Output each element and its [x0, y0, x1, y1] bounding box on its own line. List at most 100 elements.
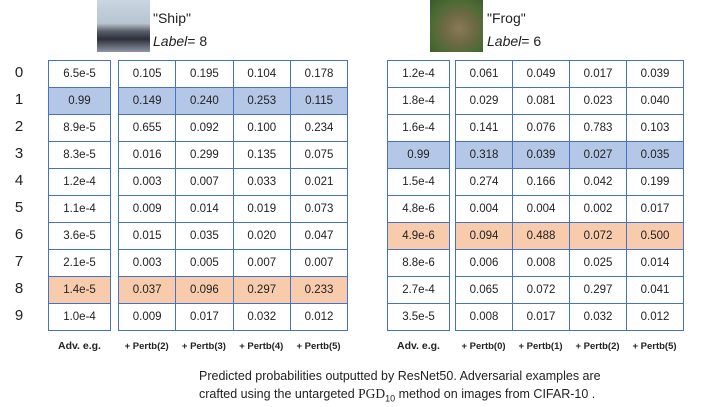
- label-value: = 6: [521, 33, 542, 49]
- caption-text: crafted using the untargeted: [199, 387, 359, 401]
- prob-cell: 0.027: [569, 141, 627, 169]
- row-label: 3: [14, 145, 24, 162]
- panel-label: Label= 8: [153, 33, 207, 49]
- prob-cell: 0.003: [118, 168, 177, 196]
- prob-cell: 0.166: [512, 168, 570, 196]
- prob-cell: 0.072: [569, 222, 627, 250]
- prob-cell: 0.274: [455, 168, 513, 196]
- caption-text: method on images from CIFAR-10 .: [395, 387, 596, 401]
- prob-cell: 0.012: [289, 303, 349, 331]
- prob-cell: 0.195: [175, 60, 234, 88]
- prob-cell: 0.105: [118, 60, 177, 88]
- prob-cell: 0.006: [455, 249, 513, 277]
- caption-line: Predicted probabilities outputted by Res…: [199, 369, 601, 383]
- column-header: + Pertb(0): [461, 341, 506, 352]
- prob-cell: 0.115: [289, 87, 349, 115]
- prob-cell: 0.002: [569, 195, 627, 223]
- prob-cell: 0.075: [289, 141, 349, 169]
- adv-cell: 8.8e-6: [387, 249, 450, 277]
- prob-cell: 0.072: [512, 276, 570, 304]
- adv-cell: 1.8e-4: [387, 87, 450, 115]
- adv-cell: 6.5e-5: [48, 60, 111, 88]
- label-value: = 8: [187, 33, 208, 49]
- column-header: + Pertb(5): [296, 341, 341, 352]
- prob-cell: 0.096: [175, 276, 234, 304]
- column-header: Adv. e.g.: [58, 340, 101, 352]
- column-header: Adv. e.g.: [397, 340, 440, 352]
- prob-cell: 0.033: [232, 168, 291, 196]
- adv-cell: 3.6e-5: [48, 222, 111, 250]
- prob-cell: 0.035: [626, 141, 684, 169]
- prob-cell: 0.234: [289, 114, 349, 142]
- row-label: 2: [14, 118, 24, 135]
- row-label: 6: [14, 226, 24, 243]
- prob-cell: 0.035: [175, 222, 234, 250]
- prob-cell: 0.007: [175, 168, 234, 196]
- prob-cell: 0.009: [118, 303, 177, 331]
- prob-cell: 0.007: [232, 249, 291, 277]
- prob-cell: 0.003: [118, 249, 177, 277]
- prob-cell: 0.042: [569, 168, 627, 196]
- prob-cell: 0.141: [455, 114, 513, 142]
- adv-cell: 1.2e-4: [48, 168, 111, 196]
- prob-cell: 0.016: [118, 141, 177, 169]
- prob-cell: 0.178: [289, 60, 349, 88]
- column-header: + Pertb(2): [124, 341, 169, 352]
- prob-cell: 0.488: [512, 222, 570, 250]
- prob-cell: 0.007: [289, 249, 349, 277]
- prob-cell: 0.094: [455, 222, 513, 250]
- prob-cell: 0.073: [289, 195, 349, 223]
- adv-cell: 1.1e-4: [48, 195, 111, 223]
- prob-cell: 0.233: [289, 276, 349, 304]
- ship-image: [97, 0, 150, 52]
- prob-cell: 0.009: [118, 195, 177, 223]
- row-label: 7: [14, 253, 24, 270]
- prob-cell: 0.297: [232, 276, 291, 304]
- prob-cell: 0.015: [118, 222, 177, 250]
- prob-cell: 0.783: [569, 114, 627, 142]
- prob-cell: 0.008: [512, 249, 570, 277]
- prob-cell: 0.004: [455, 195, 513, 223]
- row-label: 5: [14, 199, 24, 216]
- prob-cell: 0.032: [232, 303, 291, 331]
- prob-cell: 0.021: [289, 168, 349, 196]
- row-label: 9: [14, 307, 24, 324]
- label-word: Label: [153, 33, 188, 49]
- prob-cell: 0.040: [626, 87, 684, 115]
- prob-cell: 0.104: [232, 60, 291, 88]
- prob-cell: 0.008: [455, 303, 513, 331]
- prob-cell: 0.025: [569, 249, 627, 277]
- prob-cell: 0.081: [512, 87, 570, 115]
- panel-title: "Ship": [153, 10, 191, 26]
- column-header: + Pertb(5): [632, 341, 677, 352]
- prob-cell: 0.032: [569, 303, 627, 331]
- prob-cell: 0.047: [289, 222, 349, 250]
- prob-cell: 0.240: [175, 87, 234, 115]
- label-word: Label: [487, 33, 522, 49]
- adv-cell: 0.99: [48, 87, 111, 115]
- prob-cell: 0.017: [626, 195, 684, 223]
- panel-label: Label= 6: [487, 33, 541, 49]
- prob-cell: 0.199: [626, 168, 684, 196]
- prob-cell: 0.061: [455, 60, 513, 88]
- row-label: 0: [14, 64, 24, 81]
- prob-cell: 0.041: [626, 276, 684, 304]
- prob-cell: 0.103: [626, 114, 684, 142]
- prob-cell: 0.037: [118, 276, 177, 304]
- adv-cell: 0.99: [387, 141, 450, 169]
- prob-cell: 0.014: [175, 195, 234, 223]
- column-header: + Pertb(2): [575, 341, 620, 352]
- row-label: 8: [14, 280, 24, 297]
- caption-line: crafted using the untargeted PGD10 metho…: [199, 386, 595, 404]
- column-header: + Pertb(3): [181, 341, 226, 352]
- column-header: + Pertb(4): [239, 341, 284, 352]
- adv-cell: 1.2e-4: [387, 60, 450, 88]
- frog-image: [430, 0, 483, 52]
- prob-cell: 0.297: [569, 276, 627, 304]
- prob-cell: 0.014: [626, 249, 684, 277]
- adv-cell: 8.3e-5: [48, 141, 111, 169]
- adv-cell: 1.6e-4: [387, 114, 450, 142]
- prob-cell: 0.017: [569, 60, 627, 88]
- prob-cell: 0.076: [512, 114, 570, 142]
